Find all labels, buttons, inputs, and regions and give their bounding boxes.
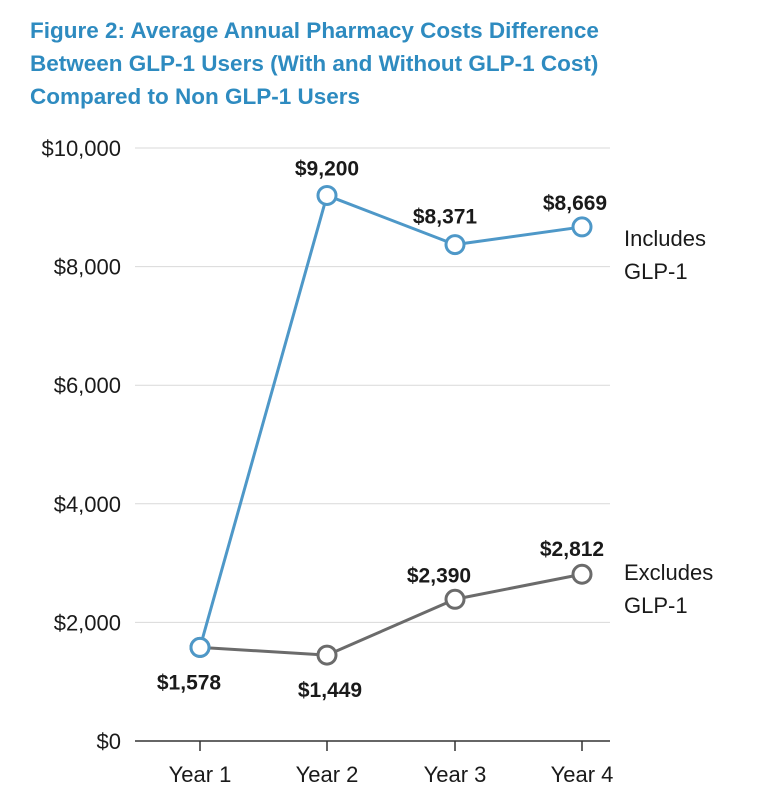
series-label: Includes — [624, 226, 706, 251]
data-label: $1,449 — [298, 679, 362, 702]
series-line-includes — [198, 193, 583, 648]
chart-title-line-3: Compared to Non GLP-1 Users — [30, 84, 361, 109]
y-tick-label: $6,000 — [54, 373, 121, 398]
y-tick-label: $2,000 — [54, 610, 121, 635]
data-point-includes — [444, 234, 466, 256]
series-label: GLP-1 — [624, 593, 688, 618]
data-point-excludes — [571, 563, 593, 585]
series-label: GLP-1 — [624, 259, 688, 284]
chart-title: Figure 2: Average Annual Pharmacy Costs … — [30, 14, 730, 113]
data-point-includes — [316, 184, 338, 206]
data-label: $8,371 — [413, 206, 478, 229]
data-point-excludes — [316, 644, 338, 666]
data-label: $9,200 — [295, 157, 359, 180]
chart-title-line-1: Figure 2: Average Annual Pharmacy Costs … — [30, 18, 599, 43]
y-tick-label: $10,000 — [41, 136, 121, 161]
data-label: $2,390 — [407, 564, 471, 587]
data-point-includes — [189, 636, 211, 658]
series-line-excludes — [199, 572, 583, 657]
chart-title-line-2: Between GLP-1 Users (With and Without GL… — [30, 51, 599, 76]
data-point-includes — [571, 216, 593, 238]
y-tick-label: $8,000 — [54, 255, 121, 280]
series-label: Excludes — [624, 560, 713, 585]
data-label: $2,812 — [540, 538, 604, 561]
x-tick-label: Year 2 — [296, 762, 359, 787]
data-label: $8,669 — [543, 192, 607, 215]
y-tick-label: $4,000 — [54, 492, 121, 517]
x-tick-label: Year 4 — [551, 762, 614, 787]
x-tick-label: Year 1 — [169, 762, 232, 787]
data-point-excludes — [444, 588, 466, 610]
data-label: $1,578 — [157, 671, 222, 694]
x-tick-label: Year 3 — [424, 762, 487, 787]
y-tick-label: $0 — [97, 729, 121, 754]
